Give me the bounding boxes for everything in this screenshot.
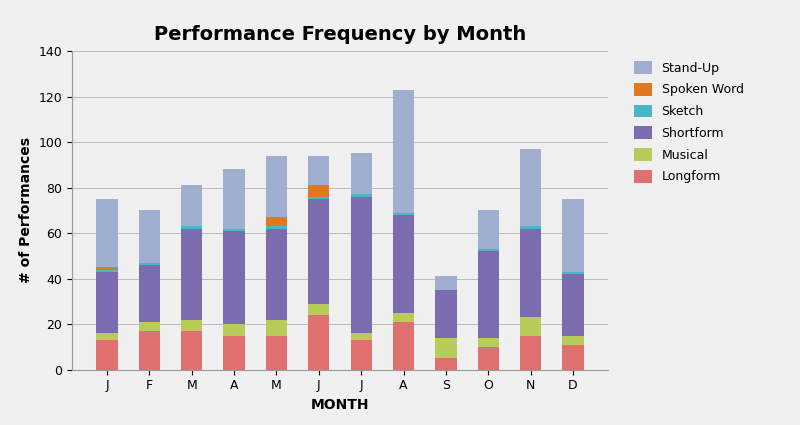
Bar <box>350 195 372 197</box>
Bar <box>350 340 372 370</box>
Bar <box>478 251 499 338</box>
Bar <box>520 229 542 317</box>
Bar <box>96 340 118 370</box>
Bar <box>266 229 287 320</box>
Legend: Stand-Up, Spoken Word, Sketch, Shortform, Musical, Longform: Stand-Up, Spoken Word, Sketch, Shortform… <box>630 57 747 187</box>
Bar <box>266 217 287 226</box>
Bar <box>266 156 287 217</box>
Y-axis label: # of Performances: # of Performances <box>19 137 33 283</box>
Bar <box>223 229 245 231</box>
Bar <box>266 336 287 370</box>
Bar <box>96 272 118 333</box>
Bar <box>520 149 542 226</box>
Bar <box>223 324 245 336</box>
Bar <box>308 315 330 370</box>
Bar <box>181 320 202 331</box>
Bar <box>435 338 457 358</box>
Bar <box>478 338 499 347</box>
Bar <box>181 185 202 226</box>
Bar <box>562 345 584 370</box>
Bar <box>562 272 584 274</box>
Bar <box>181 331 202 370</box>
Bar <box>138 322 160 331</box>
Bar <box>308 185 330 197</box>
Bar <box>308 199 330 304</box>
Bar <box>138 265 160 322</box>
Bar <box>435 358 457 370</box>
Bar <box>393 90 414 212</box>
Bar <box>96 199 118 267</box>
Bar <box>562 199 584 272</box>
Bar <box>181 226 202 229</box>
Bar <box>181 229 202 320</box>
Bar <box>478 347 499 370</box>
Bar <box>393 215 414 313</box>
Bar <box>393 313 414 322</box>
Bar <box>393 322 414 370</box>
Bar <box>223 336 245 370</box>
Bar <box>138 210 160 263</box>
Title: Performance Frequency by Month: Performance Frequency by Month <box>154 25 526 44</box>
Bar <box>223 170 245 229</box>
Bar <box>350 197 372 333</box>
Bar <box>266 226 287 229</box>
Bar <box>562 274 584 336</box>
Bar <box>138 331 160 370</box>
Bar <box>350 333 372 340</box>
Bar <box>520 226 542 229</box>
Bar <box>308 304 330 315</box>
Bar <box>223 231 245 324</box>
Bar <box>520 336 542 370</box>
X-axis label: MONTH: MONTH <box>310 398 370 412</box>
Bar <box>96 333 118 340</box>
Bar <box>562 336 584 345</box>
Bar <box>308 197 330 199</box>
Bar <box>520 317 542 336</box>
Bar <box>435 290 457 338</box>
Bar <box>266 320 287 336</box>
Bar <box>478 210 499 249</box>
Bar <box>350 153 372 195</box>
Bar <box>96 269 118 272</box>
Bar <box>308 156 330 185</box>
Bar <box>478 249 499 251</box>
Bar <box>393 212 414 215</box>
Bar <box>435 276 457 290</box>
Bar <box>96 267 118 269</box>
Bar <box>138 263 160 265</box>
